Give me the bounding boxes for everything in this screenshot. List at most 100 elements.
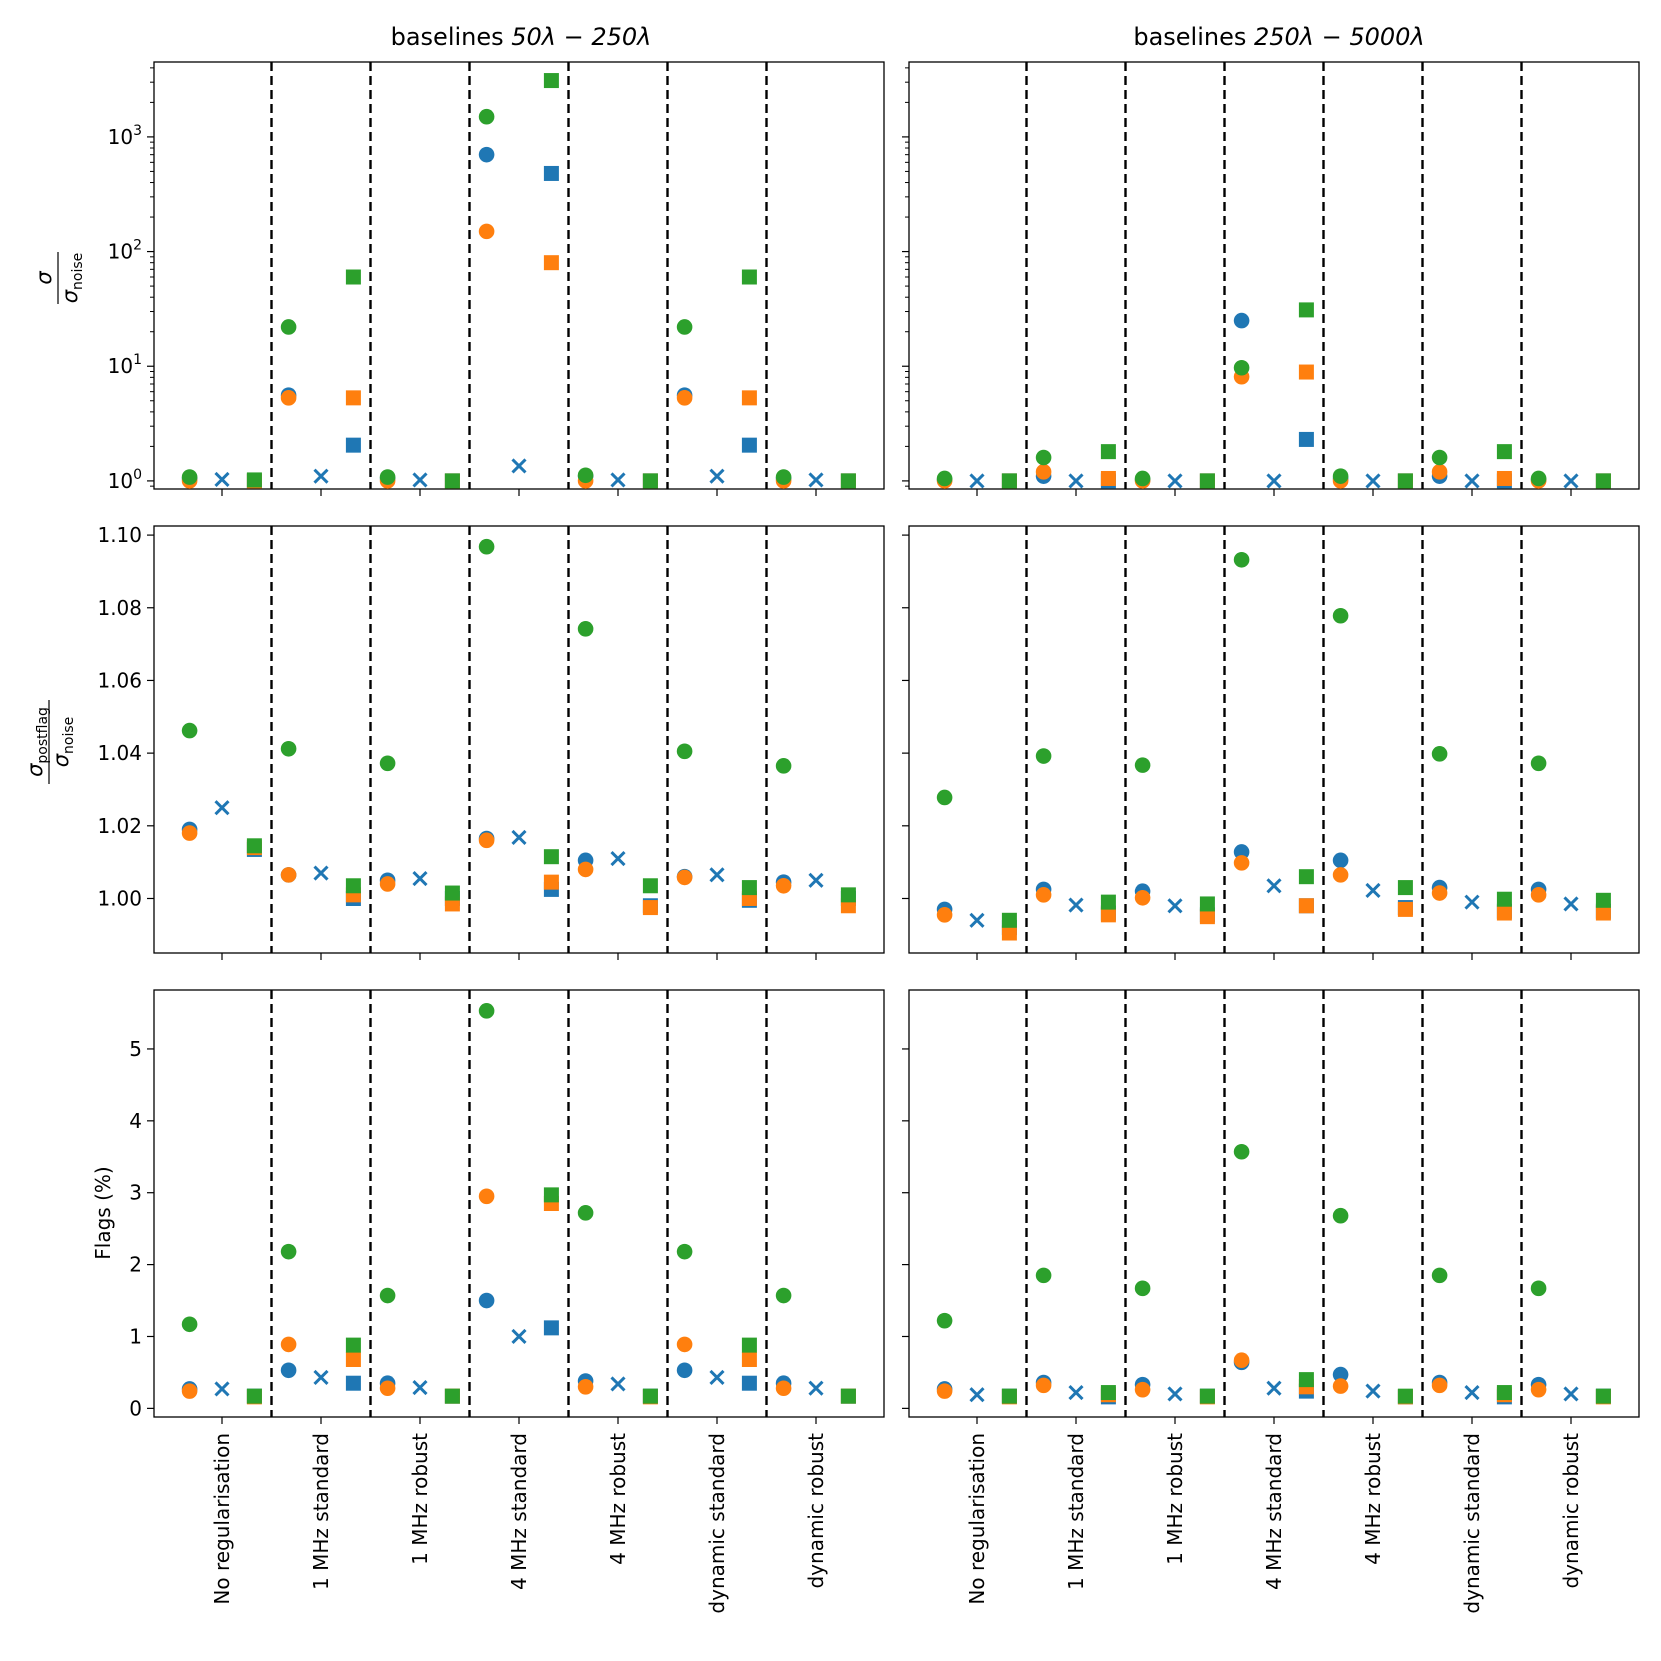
data-point-x [709, 1369, 725, 1386]
data-point-square [1595, 473, 1611, 489]
data-point-square [1199, 909, 1215, 925]
data-point-square [1298, 364, 1314, 380]
data-point-square [1595, 892, 1611, 908]
axes-frame [908, 989, 1640, 1418]
data-point-square [1001, 1388, 1017, 1404]
data-point-circle [1431, 885, 1448, 901]
data-point-square [1298, 1372, 1314, 1388]
x-tick-label: 1 MHz robust [408, 1433, 432, 1565]
data-point-x [969, 1387, 985, 1403]
axes-frame [908, 61, 1640, 490]
data-point-x [610, 472, 626, 488]
y-tick-label: 1.00 [97, 886, 142, 910]
data-point-x [1365, 473, 1381, 489]
data-point-square [345, 1351, 361, 1367]
data-point-x [1167, 1386, 1183, 1402]
data-point-circle [676, 1243, 693, 1260]
y-tick-label: 1.08 [97, 596, 142, 620]
data-point-circle [379, 755, 396, 772]
data-point-circle [280, 1362, 297, 1379]
data-point-x [610, 850, 626, 867]
y-tick-label: 1.06 [97, 668, 142, 692]
x-tick-label: 4 MHz standard [1262, 1433, 1286, 1590]
data-point-square [246, 1388, 262, 1404]
data-point-x [412, 472, 428, 488]
data-point-circle [1431, 1267, 1448, 1284]
axes-frame [153, 61, 885, 490]
data-point-square [1199, 473, 1215, 489]
data-point-square [741, 1375, 757, 1391]
data-point-circle [676, 743, 693, 760]
data-point-circle [1431, 464, 1448, 480]
data-point-circle [936, 1312, 953, 1329]
data-point-x [709, 867, 725, 883]
x-tick-label: dynamic robust [1559, 1433, 1583, 1589]
data-point-square [741, 437, 757, 453]
data-point-square [1397, 901, 1413, 917]
data-point-circle [676, 390, 693, 406]
data-point-x [1068, 1384, 1084, 1401]
data-point-square [543, 255, 559, 271]
data-point-square [840, 1388, 856, 1404]
data-point-x [610, 1376, 626, 1392]
x-tick-label: No regularisation [210, 1433, 234, 1605]
x-tick-label: 4 MHz robust [606, 1433, 630, 1565]
data-point-x [1068, 473, 1084, 489]
data-point-x [1464, 473, 1480, 489]
data-point-circle [1530, 887, 1547, 903]
data-point-x [1464, 1384, 1480, 1401]
data-point-square [543, 849, 559, 865]
data-point-x [1167, 473, 1183, 489]
data-point-circle [1134, 889, 1151, 906]
data-point-square [1496, 891, 1512, 907]
data-point-x [808, 472, 824, 488]
data-point-circle [478, 1188, 495, 1205]
data-point-circle [478, 832, 495, 849]
data-point-square [642, 900, 658, 916]
data-point-square [1100, 470, 1116, 486]
data-point-circle [936, 1383, 953, 1399]
data-point-x [1167, 898, 1183, 914]
panel-postflag-right [902, 525, 1640, 960]
data-point-circle [1233, 312, 1250, 329]
data-point-square [246, 472, 262, 488]
data-point-circle [1332, 468, 1349, 484]
data-point-circle [379, 1287, 396, 1304]
data-point-circle [1233, 1143, 1250, 1160]
data-point-circle [181, 722, 198, 739]
data-point-x [808, 872, 824, 888]
data-point-circle [1035, 748, 1052, 764]
ylabel-sigma-postflag: σpostflag σnoise [23, 700, 77, 784]
panel-sigma-left: 100 101 102 103 [108, 61, 885, 496]
data-point-circle [379, 1380, 396, 1397]
data-point-circle [1233, 359, 1250, 376]
data-point-square [741, 390, 757, 406]
data-point-square [1001, 925, 1017, 941]
data-point-x [1266, 1380, 1282, 1396]
data-point-square [1100, 894, 1116, 910]
data-point-circle [577, 467, 594, 484]
data-point-circle [379, 876, 396, 892]
data-point-circle [775, 1380, 792, 1397]
data-point-circle [1233, 551, 1250, 568]
column-title-left: baselines 50λ − 250λ [391, 23, 652, 51]
data-point-square [840, 473, 856, 489]
data-point-circle [1035, 1267, 1052, 1284]
data-point-circle [181, 825, 198, 841]
y-tick-label: 102 [108, 238, 142, 264]
data-point-circle [478, 223, 495, 240]
data-point-circle [1035, 1377, 1052, 1394]
data-point-circle [1332, 852, 1349, 869]
data-point-circle [1035, 887, 1052, 903]
data-point-circle [280, 390, 297, 406]
x-tick-label: 4 MHz robust [1361, 1433, 1385, 1565]
data-point-circle [280, 867, 297, 883]
data-point-square [246, 838, 262, 854]
svg-text:σnoise: σnoise [49, 717, 77, 768]
data-point-x [412, 1379, 428, 1396]
svg-text:σnoise: σnoise [58, 253, 86, 304]
data-point-square [345, 1375, 361, 1391]
data-point-square [741, 880, 757, 896]
x-tick-label: No regularisation [965, 1433, 989, 1605]
data-point-square [345, 878, 361, 894]
